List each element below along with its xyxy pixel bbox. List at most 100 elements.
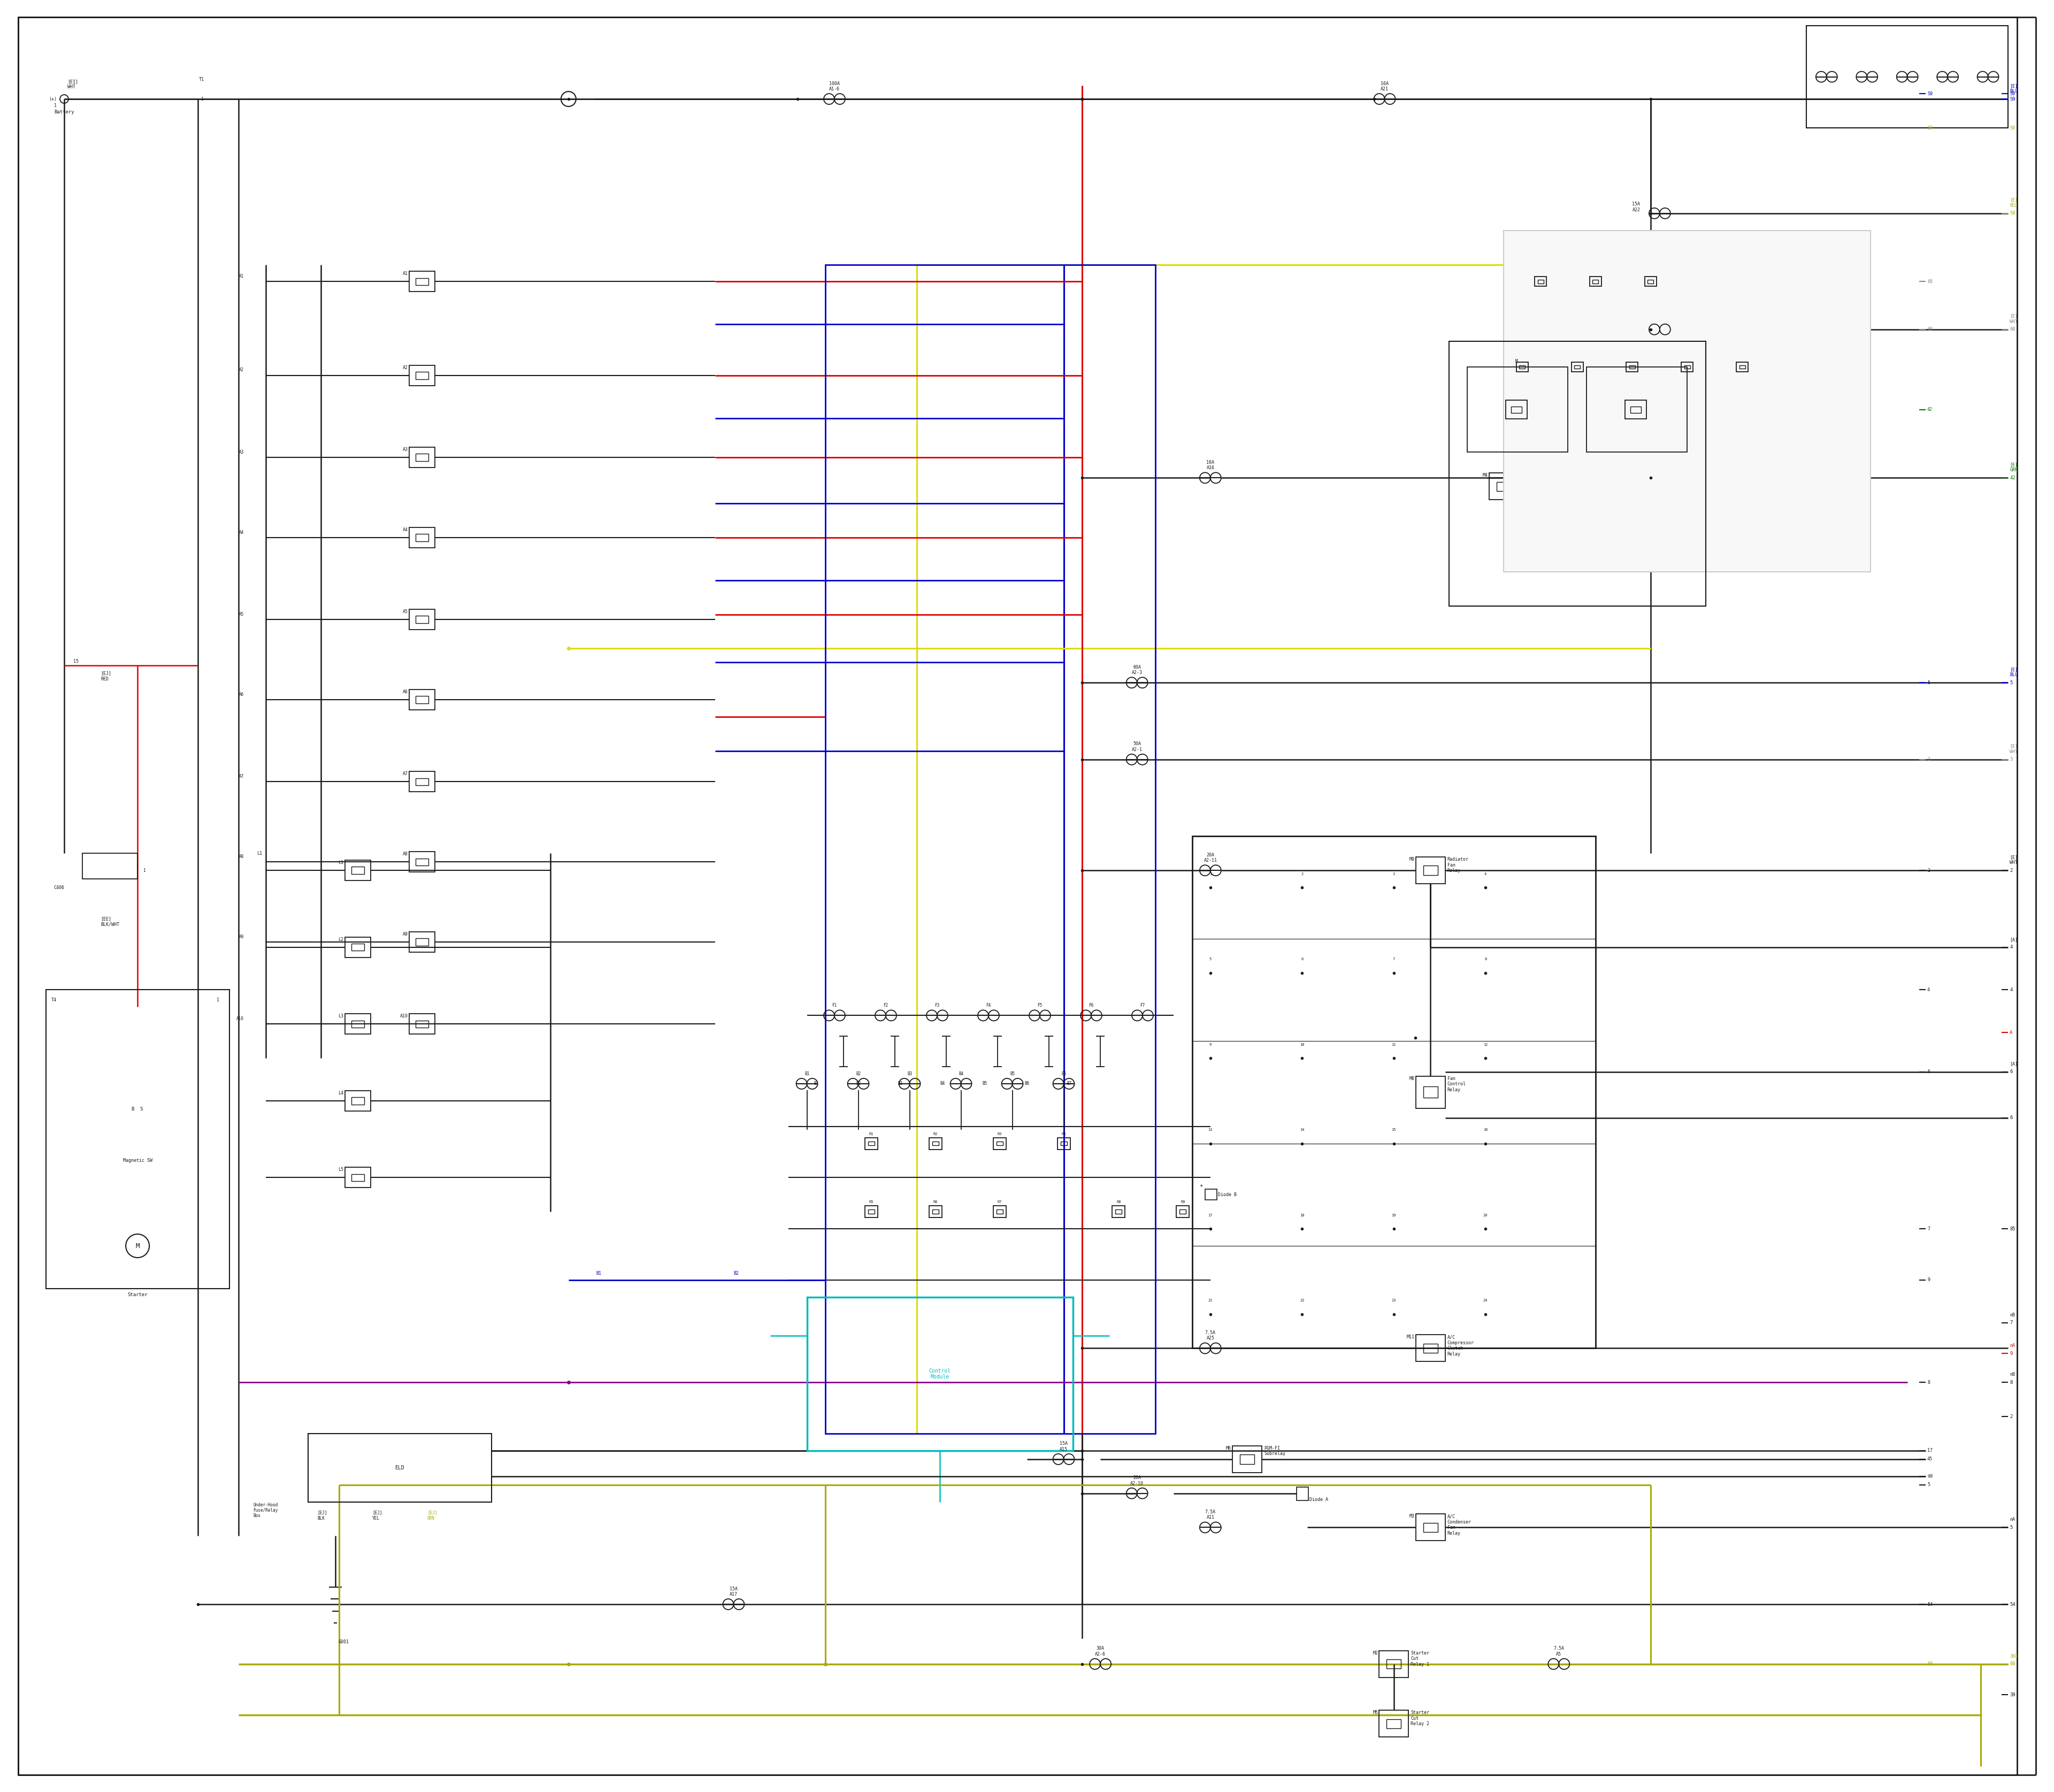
Text: 1: 1	[144, 867, 146, 873]
Text: R4: R4	[1062, 1133, 1066, 1136]
Text: A: A	[2009, 1030, 2013, 1036]
Text: 8: 8	[1927, 1380, 1931, 1385]
Text: 10A
A29: 10A A29	[1633, 317, 1641, 328]
Text: L1: L1	[339, 860, 343, 866]
Text: 20A
A2-11: 20A A2-11	[1204, 853, 1218, 864]
Text: 18: 18	[1300, 1213, 1304, 1217]
Text: A3: A3	[238, 450, 244, 455]
Bar	[345, 937, 370, 957]
Text: T1: T1	[199, 77, 205, 82]
Text: 5: 5	[2009, 681, 2013, 685]
Bar	[409, 448, 435, 468]
Bar	[1682, 362, 1692, 371]
Bar	[1378, 1710, 1409, 1736]
Bar	[351, 1097, 364, 1104]
Bar	[351, 1174, 364, 1181]
Text: 54: 54	[2009, 1602, 2015, 1607]
Text: A2: A2	[403, 366, 409, 371]
Text: M8: M8	[1409, 1077, 1415, 1081]
Text: 11: 11	[1391, 1043, 1397, 1047]
Text: A8: A8	[403, 851, 409, 857]
Text: Control
Module: Control Module	[928, 1367, 951, 1380]
Bar	[1378, 1650, 1409, 1677]
Text: 4: 4	[2009, 944, 2013, 950]
Bar	[409, 609, 435, 629]
Bar	[409, 932, 435, 952]
Text: 68: 68	[2009, 326, 2015, 332]
Text: A1: A1	[238, 274, 244, 280]
Bar	[992, 1138, 1006, 1149]
Text: M6: M6	[1226, 1446, 1230, 1452]
Bar	[996, 1210, 1002, 1213]
Text: 7.5A
A5: 7.5A A5	[1553, 1647, 1565, 1656]
Text: L5: L5	[339, 1167, 343, 1172]
Text: M3: M3	[1409, 1514, 1415, 1520]
Text: 5: 5	[1210, 957, 1212, 961]
Bar	[82, 853, 138, 878]
Text: 15A
A15: 15A A15	[1060, 1441, 1068, 1452]
Text: nB: nB	[2009, 1312, 2015, 1317]
Text: 2: 2	[2009, 1414, 2013, 1419]
Bar	[409, 366, 435, 385]
Text: S9: S9	[2009, 211, 2015, 215]
Text: [EE]
BLK/WHT: [EE] BLK/WHT	[101, 916, 119, 926]
Bar	[415, 1020, 427, 1027]
Text: 100A
A1-6: 100A A1-6	[830, 81, 840, 91]
Text: A5: A5	[238, 611, 244, 616]
Bar	[826, 265, 1154, 1434]
Bar	[409, 772, 435, 792]
Text: 7.5A
A11: 7.5A A11	[1206, 1509, 1216, 1520]
Text: *: *	[1200, 1185, 1204, 1190]
Text: 42: 42	[2009, 475, 2015, 480]
Bar	[1736, 362, 1748, 371]
Bar	[1113, 1206, 1126, 1217]
Text: 1: 1	[1210, 873, 1212, 876]
Text: 7: 7	[2009, 1321, 2013, 1324]
Bar	[409, 851, 435, 873]
Text: 3: 3	[1927, 756, 1931, 762]
Text: Diode A: Diode A	[1310, 1498, 1329, 1502]
Bar	[1448, 340, 1705, 606]
Text: R2: R2	[933, 1133, 937, 1136]
Text: 15: 15	[74, 659, 78, 663]
Text: B2: B2	[857, 1072, 861, 1077]
Text: S9: S9	[2009, 125, 2015, 131]
Bar	[933, 1142, 939, 1145]
Text: [A]: [A]	[2009, 1061, 2017, 1066]
Text: Magnetic SW: Magnetic SW	[123, 1158, 152, 1163]
Text: [EI]
WHT: [EI] WHT	[68, 79, 78, 90]
Text: F2: F2	[883, 1004, 887, 1007]
Text: 85: 85	[2009, 1226, 2015, 1231]
Bar	[45, 989, 230, 1288]
Text: M: M	[136, 1242, 140, 1249]
Text: 6: 6	[1300, 957, 1302, 961]
Text: F4: F4	[986, 1004, 990, 1007]
Text: 68: 68	[1927, 280, 1933, 283]
Bar	[409, 1014, 435, 1034]
Text: 21: 21	[1208, 1299, 1212, 1303]
Bar	[415, 278, 427, 285]
Text: Battery: Battery	[53, 109, 74, 115]
Text: 10: 10	[1300, 1043, 1304, 1047]
Bar	[1191, 837, 1596, 1348]
Bar	[409, 527, 435, 548]
Text: B  S: B S	[131, 1107, 144, 1111]
Text: 20: 20	[1483, 1213, 1487, 1217]
Text: L1: L1	[257, 851, 263, 857]
Text: 5: 5	[1927, 681, 1931, 685]
Text: 50A
A2-1: 50A A2-1	[1132, 742, 1142, 753]
Bar	[1645, 276, 1656, 287]
Text: L2: L2	[339, 937, 343, 943]
Text: B1: B1	[805, 1072, 809, 1077]
Bar	[1423, 1086, 1438, 1098]
Text: R8: R8	[1117, 1201, 1121, 1204]
Bar	[1179, 1210, 1185, 1213]
Bar	[933, 1210, 939, 1213]
Text: A10: A10	[236, 1016, 244, 1021]
Text: 6: 6	[2009, 1115, 2013, 1120]
Bar	[351, 1020, 364, 1027]
Text: [EJ]
BLK: [EJ] BLK	[316, 1511, 327, 1521]
Bar	[1684, 366, 1690, 369]
Text: Ignition
Coil
Relay: Ignition Coil Relay	[1520, 473, 1543, 489]
Text: R9: R9	[1181, 1201, 1185, 1204]
